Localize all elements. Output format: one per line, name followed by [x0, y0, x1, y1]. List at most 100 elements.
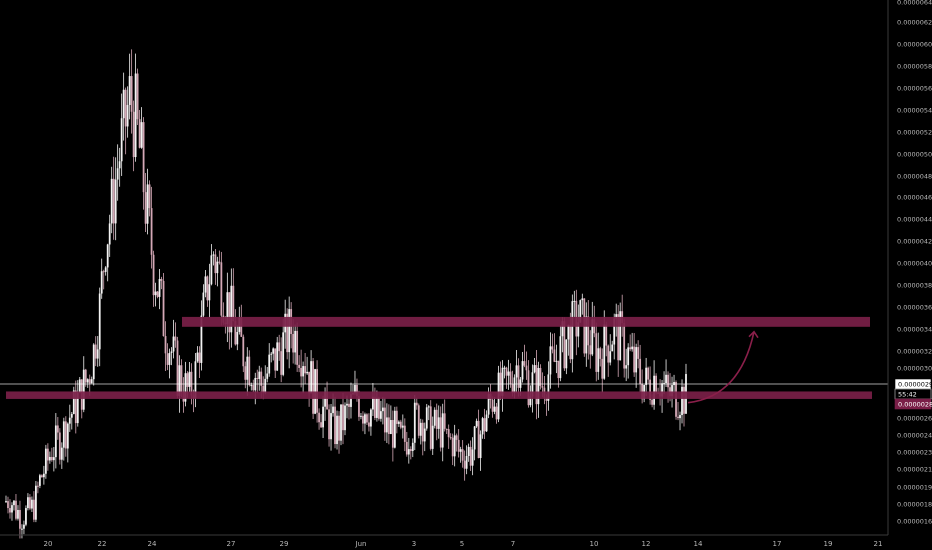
candle-body	[437, 417, 440, 429]
candle-body	[599, 348, 602, 359]
candle-body	[152, 254, 155, 296]
candle-body	[381, 407, 384, 412]
candle-body	[415, 402, 418, 406]
candle-body	[362, 415, 364, 424]
candle-body	[545, 398, 548, 401]
candle-body	[677, 416, 679, 419]
x-axis[interactable]: 20 22 24 27 29 Jun 3 5 7 10 12 14 17 19 21	[44, 540, 883, 548]
candle-body	[485, 414, 488, 432]
candle-body	[459, 449, 462, 452]
candle-body	[76, 392, 79, 424]
candle-body	[559, 336, 562, 379]
candle-body	[124, 89, 127, 127]
candle-body	[487, 393, 490, 415]
candle-body	[66, 423, 69, 449]
candle-body	[651, 399, 653, 405]
candle-body	[136, 73, 139, 120]
candle-body	[517, 365, 520, 388]
candle-body	[661, 383, 663, 397]
candle-body	[202, 292, 205, 316]
candle-body	[276, 342, 279, 371]
candle-body	[358, 396, 360, 417]
candle-body	[270, 353, 273, 355]
candle-body	[385, 417, 388, 433]
candle-body	[104, 267, 107, 272]
candle-body	[286, 313, 289, 353]
y-tick-label: 0.00000215	[897, 466, 932, 474]
candle-body	[431, 425, 434, 449]
candle-body	[212, 254, 215, 256]
candle-body	[401, 425, 404, 428]
candle-body	[561, 321, 564, 337]
candle-body	[188, 371, 191, 387]
candle-body	[150, 208, 153, 255]
candle-body	[310, 361, 312, 394]
candle-body	[571, 301, 574, 360]
candle-body	[15, 500, 17, 519]
candle-body	[477, 420, 480, 458]
candle-body	[272, 348, 275, 354]
candle-body	[328, 409, 330, 440]
candle-body	[479, 434, 482, 458]
x-tick-label: 20	[44, 540, 53, 548]
x-tick-label: 14	[694, 540, 703, 548]
candle-body	[56, 425, 59, 433]
candle-body	[513, 377, 516, 394]
x-tick-label: 27	[227, 540, 236, 548]
support-zone[interactable]	[6, 391, 872, 399]
candle-body	[395, 410, 398, 424]
resistance-zone[interactable]	[182, 316, 870, 327]
candle-body	[449, 437, 452, 439]
candle-body	[300, 367, 303, 377]
candle-body	[292, 333, 295, 353]
x-tick-label: 22	[98, 540, 107, 548]
candle-body	[308, 371, 311, 394]
candle-body	[268, 354, 271, 374]
candle-body	[447, 429, 450, 438]
y-tick-label: 0.00000168	[897, 518, 932, 526]
candle-body	[370, 409, 372, 427]
candle-body	[216, 261, 219, 274]
candle-body	[376, 397, 378, 418]
candle-body	[118, 161, 121, 169]
candle-body	[607, 345, 610, 363]
candle-body	[280, 351, 283, 375]
x-tick-label: 12	[642, 540, 651, 548]
candle-body	[637, 347, 640, 359]
candle-body	[140, 122, 143, 148]
candle-body	[298, 364, 301, 368]
candle-body	[92, 344, 95, 380]
candle-body	[429, 406, 432, 449]
candle-body	[258, 371, 261, 379]
candle-body	[312, 361, 314, 414]
candle-body	[114, 179, 117, 224]
candle-body	[435, 409, 438, 429]
candle-body	[122, 89, 125, 119]
candle-body	[348, 403, 350, 407]
candle-body	[5, 501, 7, 503]
candle-body	[471, 449, 474, 466]
candle-body	[629, 347, 632, 350]
candle-body	[50, 456, 53, 461]
candle-body	[228, 292, 231, 333]
candle-body	[681, 386, 683, 416]
y-tick-label: 0.00000305	[897, 365, 932, 373]
candle-body	[256, 377, 259, 379]
candle-body	[399, 421, 402, 428]
candle-body	[439, 417, 442, 448]
candle-body	[627, 347, 630, 366]
candle-body	[507, 371, 510, 376]
candle-body	[581, 298, 584, 301]
candle-body	[374, 396, 376, 418]
candle-body	[467, 446, 470, 457]
candle-body	[625, 365, 628, 369]
candle-body	[605, 324, 608, 346]
candle-body	[541, 386, 544, 388]
candle-body	[579, 300, 582, 323]
candle-body	[160, 278, 163, 281]
